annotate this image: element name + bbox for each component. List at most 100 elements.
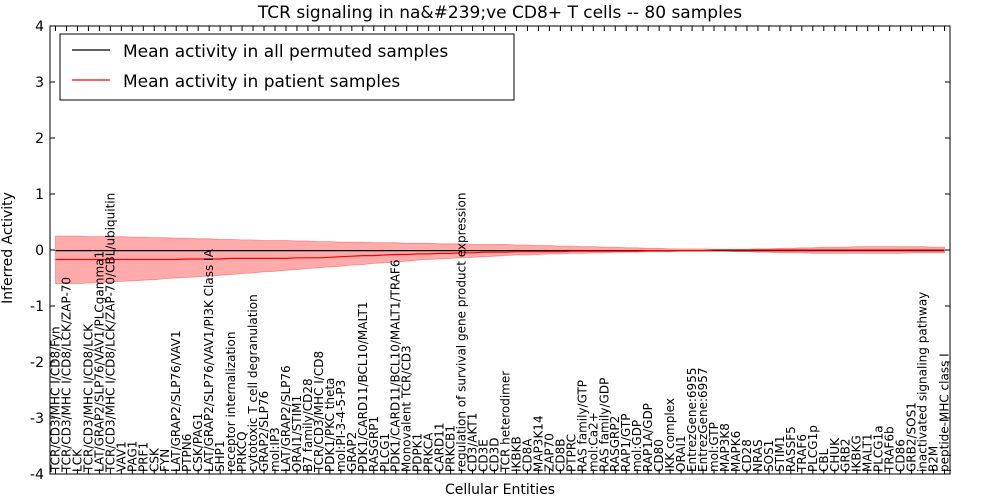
x-tick-label: CD3E (477, 439, 491, 472)
x-tick-label: SOS1 (762, 440, 776, 472)
x-tick-label: mol:GDP (630, 420, 644, 472)
x-tick-label: FYN (158, 449, 172, 472)
x-tick-label: mol:Ca2+ (586, 412, 600, 472)
y-tick-label: 0 (35, 243, 44, 259)
x-tick-label: LAT/GRAP2/SLP76/VAV1/PLCgamma1 (92, 251, 106, 472)
x-tick-label: TCR/CD3/MHC I/CD8/LCK/ZAP-70/CBL/ubiquit… (103, 193, 117, 473)
x-tick-label: PTPRC (564, 434, 578, 472)
x-tick-label: GRAP2/SLP76 (257, 391, 271, 472)
x-tick-label: LAT/GRAP2/SLP76 (279, 365, 293, 472)
y-tick-label: 2 (35, 131, 44, 147)
x-tick-label: PDPK1 (411, 433, 425, 472)
x-tick-label: CBL (817, 448, 831, 472)
x-tick-label: mol:GTP (707, 422, 721, 472)
x-tick-label: RAP1A/GDP (641, 403, 655, 472)
x-tick-label: NRAS (751, 439, 765, 472)
legend-label-patient: Mean activity in patient samples (123, 72, 400, 92)
x-tick-label: PRKCB1 (444, 425, 458, 472)
y-tick-label: 3 (35, 75, 44, 91)
x-tick-label: PLCG1 (378, 433, 392, 472)
legend-box (59, 33, 515, 101)
x-tick-label: STIM1 (773, 436, 787, 472)
x-tick-label: EntrezGene:6955 (685, 368, 699, 473)
legend: Mean activity in all permuted samples Me… (59, 33, 515, 101)
x-tick-label: ORAI1/STIM1 (290, 395, 304, 472)
y-tick-label: -1 (30, 299, 44, 315)
x-tick-label: TCR/CD3/MHC I/CD8/LCK (81, 323, 95, 473)
x-tick-label: RASSF5 (784, 426, 798, 472)
patient-mean-line (55, 249, 945, 261)
x-tick-label: RASGRP2 (608, 416, 622, 472)
x-tick-label: MAP3K8 (718, 423, 732, 472)
y-axis-ticks: -4 -3 -2 -1 0 1 2 3 4 (30, 19, 950, 483)
y-tick-label: -4 (30, 467, 44, 483)
x-tick-label: CD86 (894, 439, 908, 472)
y-tick-label: -2 (30, 355, 44, 371)
x-tick-label: PRKCQ (235, 431, 249, 472)
x-tick-label: IKBKB (510, 436, 524, 472)
x-tick-label: TCR heterodimer (499, 371, 513, 473)
x-tick-label: RAP1/GTP (619, 414, 633, 472)
x-tick-label: mol:IP3 (268, 427, 282, 472)
x-tick-label: CD80 (652, 439, 666, 472)
x-tick-label: PRF1 (136, 442, 150, 472)
x-tick-label: regulation of survival gene product expr… (455, 193, 469, 472)
x-tick-label: RAS family/GTP (575, 380, 589, 472)
x-tick-label: PLCG1p (806, 425, 820, 472)
x-tick-label: mol:PI-3-4-5-P3 (334, 380, 348, 472)
x-tick-label: EntrezGene:6957 (696, 367, 710, 472)
y-tick-label: -3 (30, 411, 44, 427)
x-tick-label: CD28 (740, 439, 754, 472)
x-tick-label: receptor internalization (224, 332, 238, 472)
x-tick-label: PLCG1a (872, 425, 886, 472)
x-tick-label: CSK (147, 447, 161, 472)
x-tick-label: LAT/GRAP2/SLP76/VAV1 (169, 331, 183, 472)
x-tick-label: TCR/CD3/MHC I/CD8/Fyn (49, 326, 63, 473)
x-tick-label: PDK1/CARD11/BCL10/MALT1 (356, 302, 370, 472)
x-tick-label: GRAP2 (345, 432, 359, 472)
x-tick-label: RASGRP1 (367, 416, 381, 472)
y-tick-label: 1 (35, 187, 44, 203)
x-tick-label: Monovalent TCR/CD3 (400, 345, 414, 472)
legend-label-permuted: Mean activity in all permuted samples (123, 42, 448, 62)
x-tick-label: PDK1/PKC theta (323, 378, 337, 472)
x-tick-label: CD8A (520, 438, 534, 472)
x-tick-label: RAS family/GDP (597, 378, 611, 472)
x-tick-label: TRAF6 (795, 434, 809, 473)
x-tick-label: GRB2 (839, 438, 853, 472)
x-tick-label: ZAP70 (542, 433, 556, 472)
x-tick-label: CD8B (553, 439, 567, 473)
x-tick-label: TRAF6b (883, 426, 897, 473)
x-tick-label: PAG1 (125, 441, 139, 472)
x-tick-label: CHUK (828, 437, 842, 472)
x-tick-label: MALT1 (861, 433, 875, 472)
y-axis-label: Inferred Activity (0, 192, 16, 304)
x-tick-label: GRB2/SOS1 (905, 402, 919, 472)
x-tick-label: MAPK6 (729, 431, 743, 472)
x-tick-label: VAV1 (114, 441, 128, 472)
x-tick-label: PTPN6 (180, 434, 194, 472)
x-tick-label: TCR/CD3/MHC I/CD8 (312, 351, 326, 473)
x-tick-label: CARD11 (433, 423, 447, 472)
x-tick-label: B2M (927, 446, 941, 472)
x-tick-label: inactivated signaling pathway (916, 292, 930, 472)
x-tick-label: B7 family/CD28 (301, 378, 315, 472)
patient-variability-band (55, 235, 945, 284)
x-tick-label: PDK1/CARD11/BCL10/MALT1/TRAF6 (389, 260, 403, 472)
x-tick-label: CD3D (488, 437, 502, 472)
x-tick-label: ORAI1 (674, 435, 688, 472)
chart-title: TCR signaling in na&#239;ve CD8+ T cells… (257, 3, 742, 23)
x-tick-label: peptide-MHC class I (938, 353, 952, 472)
plot-frame (49, 25, 951, 475)
x-tick-label: IKK complex (663, 398, 677, 472)
plot-area (55, 235, 945, 284)
x-tick-label: PRKCA (422, 432, 436, 472)
x-tick-label: CD3/AKT1 (466, 413, 480, 472)
x-tick-label: cytotoxic T cell degranulation (246, 294, 260, 472)
x-tick-label: MAP3K14 (531, 415, 545, 472)
x-tick-label: SHP1 (213, 440, 227, 472)
x-tick-label: TCR/CD3/MHC I/CD8/LCK/ZAP-70 (60, 277, 74, 473)
x-tick-label: IKBKG (850, 435, 864, 472)
